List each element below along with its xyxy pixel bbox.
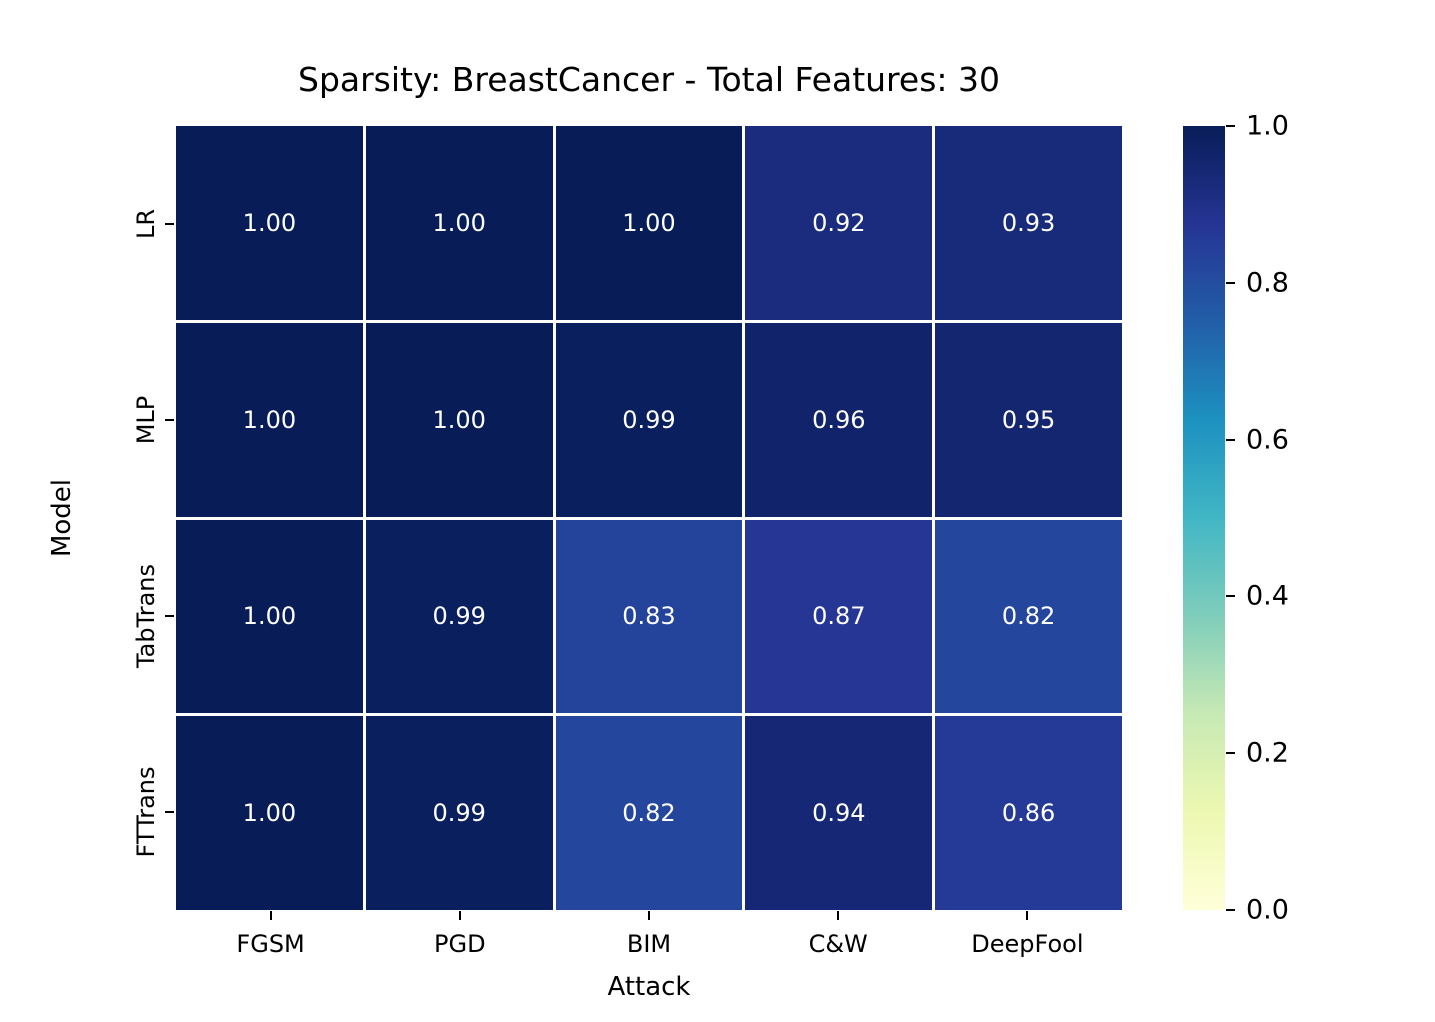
x-tick-mark — [1026, 911, 1029, 920]
colorbar-tick-label: 0.2 — [1246, 737, 1289, 769]
colorbar-tick-label: 0.6 — [1246, 424, 1289, 456]
y-tick-label: LR — [132, 208, 160, 240]
colorbar-tick-label: 0.0 — [1246, 894, 1289, 926]
heatmap-cell: 0.82 — [935, 519, 1122, 714]
heatmap-cell: 0.99 — [365, 519, 553, 714]
heatmap-cell: 0.82 — [555, 716, 743, 910]
heatmap-cell: 0.86 — [935, 716, 1122, 910]
heatmap-cell: 0.96 — [745, 322, 933, 517]
colorbar-tick-mark — [1226, 595, 1235, 598]
colorbar-tick-label: 0.4 — [1246, 580, 1289, 612]
heatmap-cell: 1.00 — [176, 519, 363, 714]
x-tick-mark — [269, 911, 272, 920]
heatmap-cell: 0.83 — [555, 519, 743, 714]
colorbar-tick-label: 0.8 — [1246, 267, 1289, 299]
chart-title: Sparsity: BreastCancer - Total Features:… — [298, 60, 1000, 99]
heatmap-cell: 0.93 — [935, 126, 1122, 320]
heatmap-cell: 1.00 — [555, 126, 743, 320]
colorbar — [1183, 126, 1225, 910]
heatmap-cell: 1.00 — [365, 126, 553, 320]
y-tick-label: MLP — [132, 395, 160, 445]
heatmap-cell: 0.99 — [555, 322, 743, 517]
y-axis-label: Model — [47, 478, 77, 558]
heatmap-cell: 1.00 — [365, 322, 553, 517]
heatmap-cell: 0.94 — [745, 716, 933, 910]
heatmap-grid: 1.00 1.00 1.00 0.92 0.93 1.00 1.00 0.99 0.96 0.95… — [176, 126, 1122, 910]
x-tick-label: DeepFool — [971, 930, 1084, 958]
x-tick-label: C&W — [808, 930, 868, 958]
y-tick-mark — [165, 419, 174, 421]
colorbar-tick-mark — [1226, 752, 1235, 755]
x-tick-mark — [837, 911, 840, 920]
x-tick-label: PGD — [434, 930, 486, 958]
heatmap-cell: 0.95 — [935, 322, 1122, 517]
heatmap-cell: 0.99 — [365, 716, 553, 910]
y-tick-mark — [165, 223, 174, 225]
colorbar-tick-mark — [1226, 125, 1235, 127]
colorbar-tick-mark — [1226, 281, 1235, 284]
x-axis-label: Attack — [607, 972, 691, 1002]
y-tick-mark — [165, 615, 174, 617]
x-tick-label: FGSM — [236, 930, 305, 958]
y-tick-label: TabTrans — [132, 563, 160, 669]
colorbar-tick-mark — [1226, 438, 1235, 441]
colorbar-tick-mark — [1226, 909, 1235, 911]
y-tick-label: FTTrans — [132, 766, 160, 858]
x-tick-mark — [458, 911, 461, 920]
heatmap-cell: 0.92 — [745, 126, 933, 320]
x-tick-label: BIM — [626, 930, 672, 958]
y-tick-mark — [165, 811, 174, 813]
heatmap-cell: 1.00 — [176, 126, 363, 320]
x-tick-mark — [648, 911, 650, 920]
colorbar-tick-label: 1.0 — [1246, 110, 1289, 142]
heatmap-cell: 1.00 — [176, 716, 363, 910]
heatmap-cell: 0.87 — [745, 519, 933, 714]
heatmap-cell: 1.00 — [176, 322, 363, 517]
